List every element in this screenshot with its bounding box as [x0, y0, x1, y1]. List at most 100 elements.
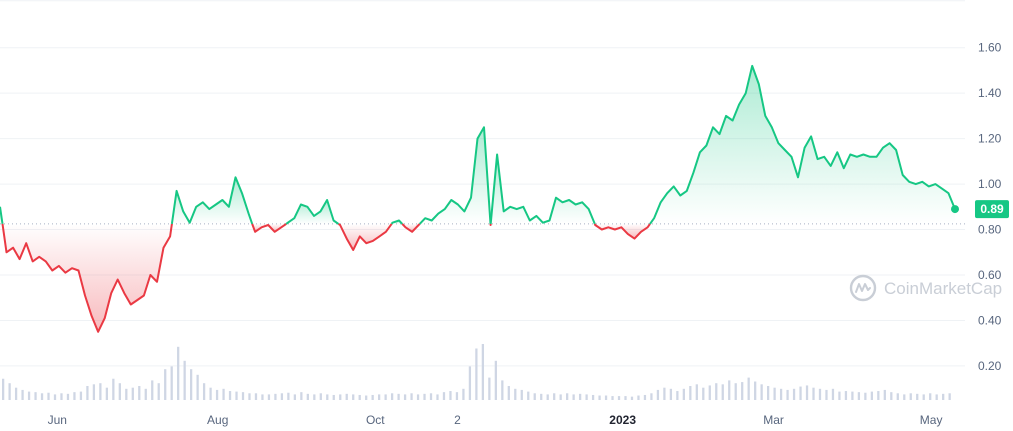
y-tick-label: 0.40 [978, 313, 1002, 327]
volume-bar [105, 387, 108, 400]
volume-bar [53, 394, 57, 400]
area-down [402, 223, 420, 232]
volume-bar [118, 383, 121, 400]
volume-bar [170, 366, 173, 400]
volume-bar [21, 389, 24, 400]
volume-bar [228, 391, 232, 400]
volume-bar [86, 386, 89, 400]
volume-bar [909, 393, 912, 400]
volume-bar [267, 394, 271, 400]
volume-bar [728, 380, 731, 400]
volume-bar [436, 394, 439, 400]
volume-bar [468, 366, 472, 400]
volume-bar [773, 387, 776, 400]
x-tick-label: Jun [48, 413, 67, 427]
volume-bar [747, 377, 750, 400]
x-axis-ticks: Jun Aug Oct 2 2023 Mar May [48, 413, 943, 427]
volume-bar [585, 394, 588, 400]
volume-bar [948, 393, 951, 400]
volume-bar [766, 386, 770, 400]
volume-bar [520, 389, 523, 400]
volume-bar [929, 393, 932, 400]
volume-bar [617, 396, 621, 400]
line-down-segment [337, 223, 393, 251]
line-up-segment [489, 153, 596, 225]
volume-bar [138, 386, 141, 400]
line-down-segment [593, 223, 651, 240]
volume-bar [799, 386, 802, 400]
volume-bar [559, 394, 562, 400]
volume-bar [663, 387, 666, 400]
line-up-segment [418, 126, 492, 225]
line-down-segment [1, 223, 173, 333]
volume-bar [507, 386, 510, 400]
area-down [2, 223, 172, 332]
y-tick-label: 1.00 [978, 177, 1002, 191]
area-down [594, 223, 650, 239]
volume-bar [241, 392, 245, 400]
line-up-segment [285, 199, 340, 225]
volume-bar [702, 387, 705, 400]
volume-bar [689, 386, 692, 400]
volume-bar [611, 396, 614, 400]
x-tick-label: 2 [454, 413, 461, 427]
volume-bar [566, 393, 569, 400]
volume-bar [157, 383, 160, 400]
volume-bar [261, 394, 264, 400]
volume-bar [877, 391, 880, 400]
volume-bar [2, 378, 5, 400]
volume-bar [812, 387, 815, 400]
volume-bar [300, 392, 303, 400]
volume-bar [669, 388, 673, 400]
volume-bar [177, 346, 180, 400]
x-tick-label: Oct [366, 413, 385, 427]
line-up-segment [649, 64, 956, 225]
volume-bar [760, 384, 763, 400]
volume-bar [34, 392, 37, 400]
volume-bar [896, 393, 899, 400]
volume-bar [838, 391, 841, 400]
volume-bar [708, 385, 711, 400]
volume-bar [546, 394, 549, 400]
volume-bar [8, 383, 11, 400]
volume-bar [27, 391, 31, 400]
area-up [650, 65, 955, 224]
volume-bar [779, 388, 783, 400]
volume-bar [488, 377, 491, 400]
volume-bar [935, 394, 938, 400]
volume-bar [857, 392, 861, 400]
current-price-badge: 0.89 [975, 200, 1009, 219]
x-tick-label: Aug [207, 413, 228, 427]
volume-bar [384, 394, 387, 400]
volume-bar [870, 391, 873, 400]
volume-bar [202, 383, 206, 400]
volume-bar [656, 389, 660, 400]
volume-bar [254, 393, 258, 400]
volume-bar [112, 378, 115, 400]
y-tick-label: 0.60 [978, 268, 1002, 282]
x-tick-label: Mar [763, 413, 784, 427]
volume-bar [248, 393, 251, 400]
volume-bar [235, 391, 238, 400]
volume-bar [131, 387, 134, 400]
volume-bar [313, 394, 316, 400]
volume-bar [792, 388, 796, 400]
y-tick-label: 0.20 [978, 359, 1002, 373]
volume-bar [462, 388, 465, 400]
volume-bar [890, 392, 893, 400]
volume-bar [533, 393, 536, 400]
volume-bar [378, 394, 381, 400]
volume-bar [851, 391, 854, 400]
volume-bar [481, 344, 485, 400]
y-tick-label: 1.20 [978, 132, 1002, 146]
line-up-segment [0, 206, 4, 225]
volume-bar [164, 369, 167, 400]
volume-bar [183, 360, 186, 400]
line-down-segment [401, 223, 421, 233]
volume-bar [125, 388, 128, 400]
area-up [419, 127, 491, 224]
volume-bar [540, 393, 543, 400]
volume-bar [844, 391, 848, 400]
volume-bar [371, 394, 374, 400]
